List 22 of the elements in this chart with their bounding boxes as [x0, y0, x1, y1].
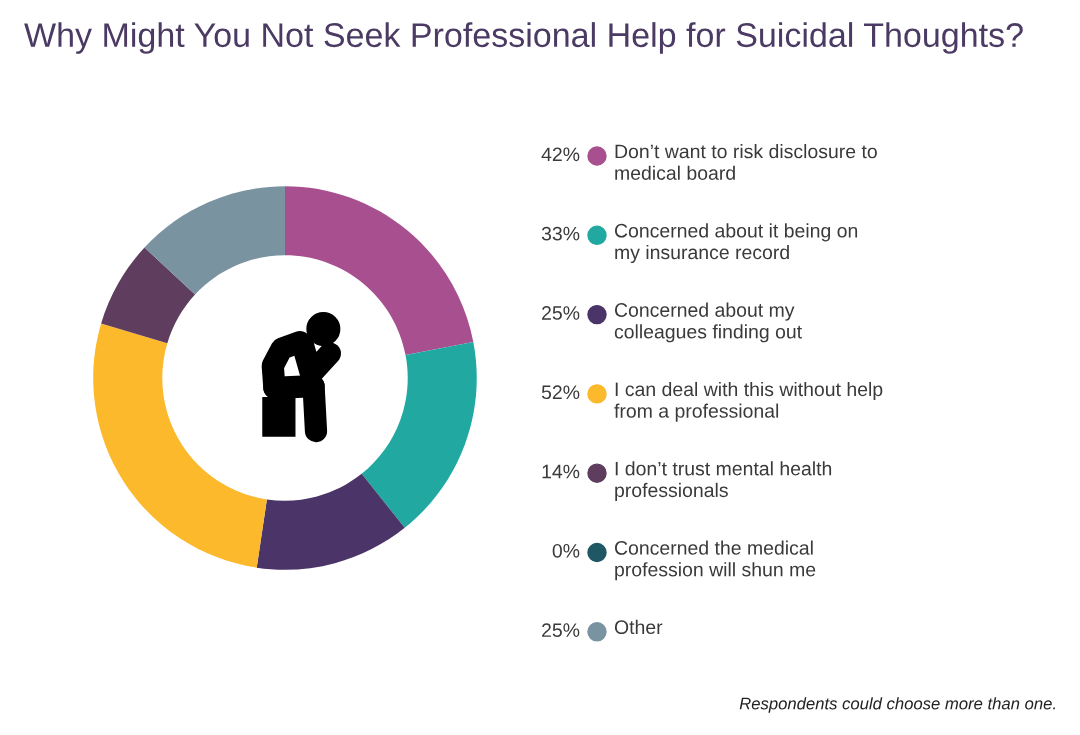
donut-slice: [101, 247, 196, 344]
data-label: 33%: [541, 226, 580, 241]
data-label: 25%: [542, 306, 580, 320]
donut-slice: [361, 341, 477, 528]
chart-title: Why Might You Not Seek Professional Help for Suicidal Thoughts?: [24, 22, 1023, 54]
data-label: 52%: [541, 385, 580, 400]
text: 0%: [552, 543, 580, 558]
legend-label: Other: [614, 619, 663, 635]
data-label: 14%: [542, 464, 580, 479]
data-label: 42%: [541, 147, 580, 162]
text: Respondents could choose more than one.: [739, 697, 1055, 713]
data-label: 25%: [542, 623, 580, 638]
legend-label: I can deal with this without help from a professional: [614, 381, 883, 422]
donut-slice: [93, 323, 267, 568]
legend-label: Concerned about my colleagues finding out: [614, 302, 802, 343]
donut-slice: [256, 473, 405, 570]
donut-slice: [144, 186, 285, 295]
donut-slice: [285, 186, 474, 355]
legend-label: Concerned about it being on my insurance record: [614, 223, 858, 264]
legend-label: I don’t trust mental health professionals: [615, 461, 832, 501]
legend-label: Concerned the medical profession will shun me: [614, 540, 816, 581]
legend-label: Don’t want to risk disclosure to medical board: [615, 144, 877, 180]
